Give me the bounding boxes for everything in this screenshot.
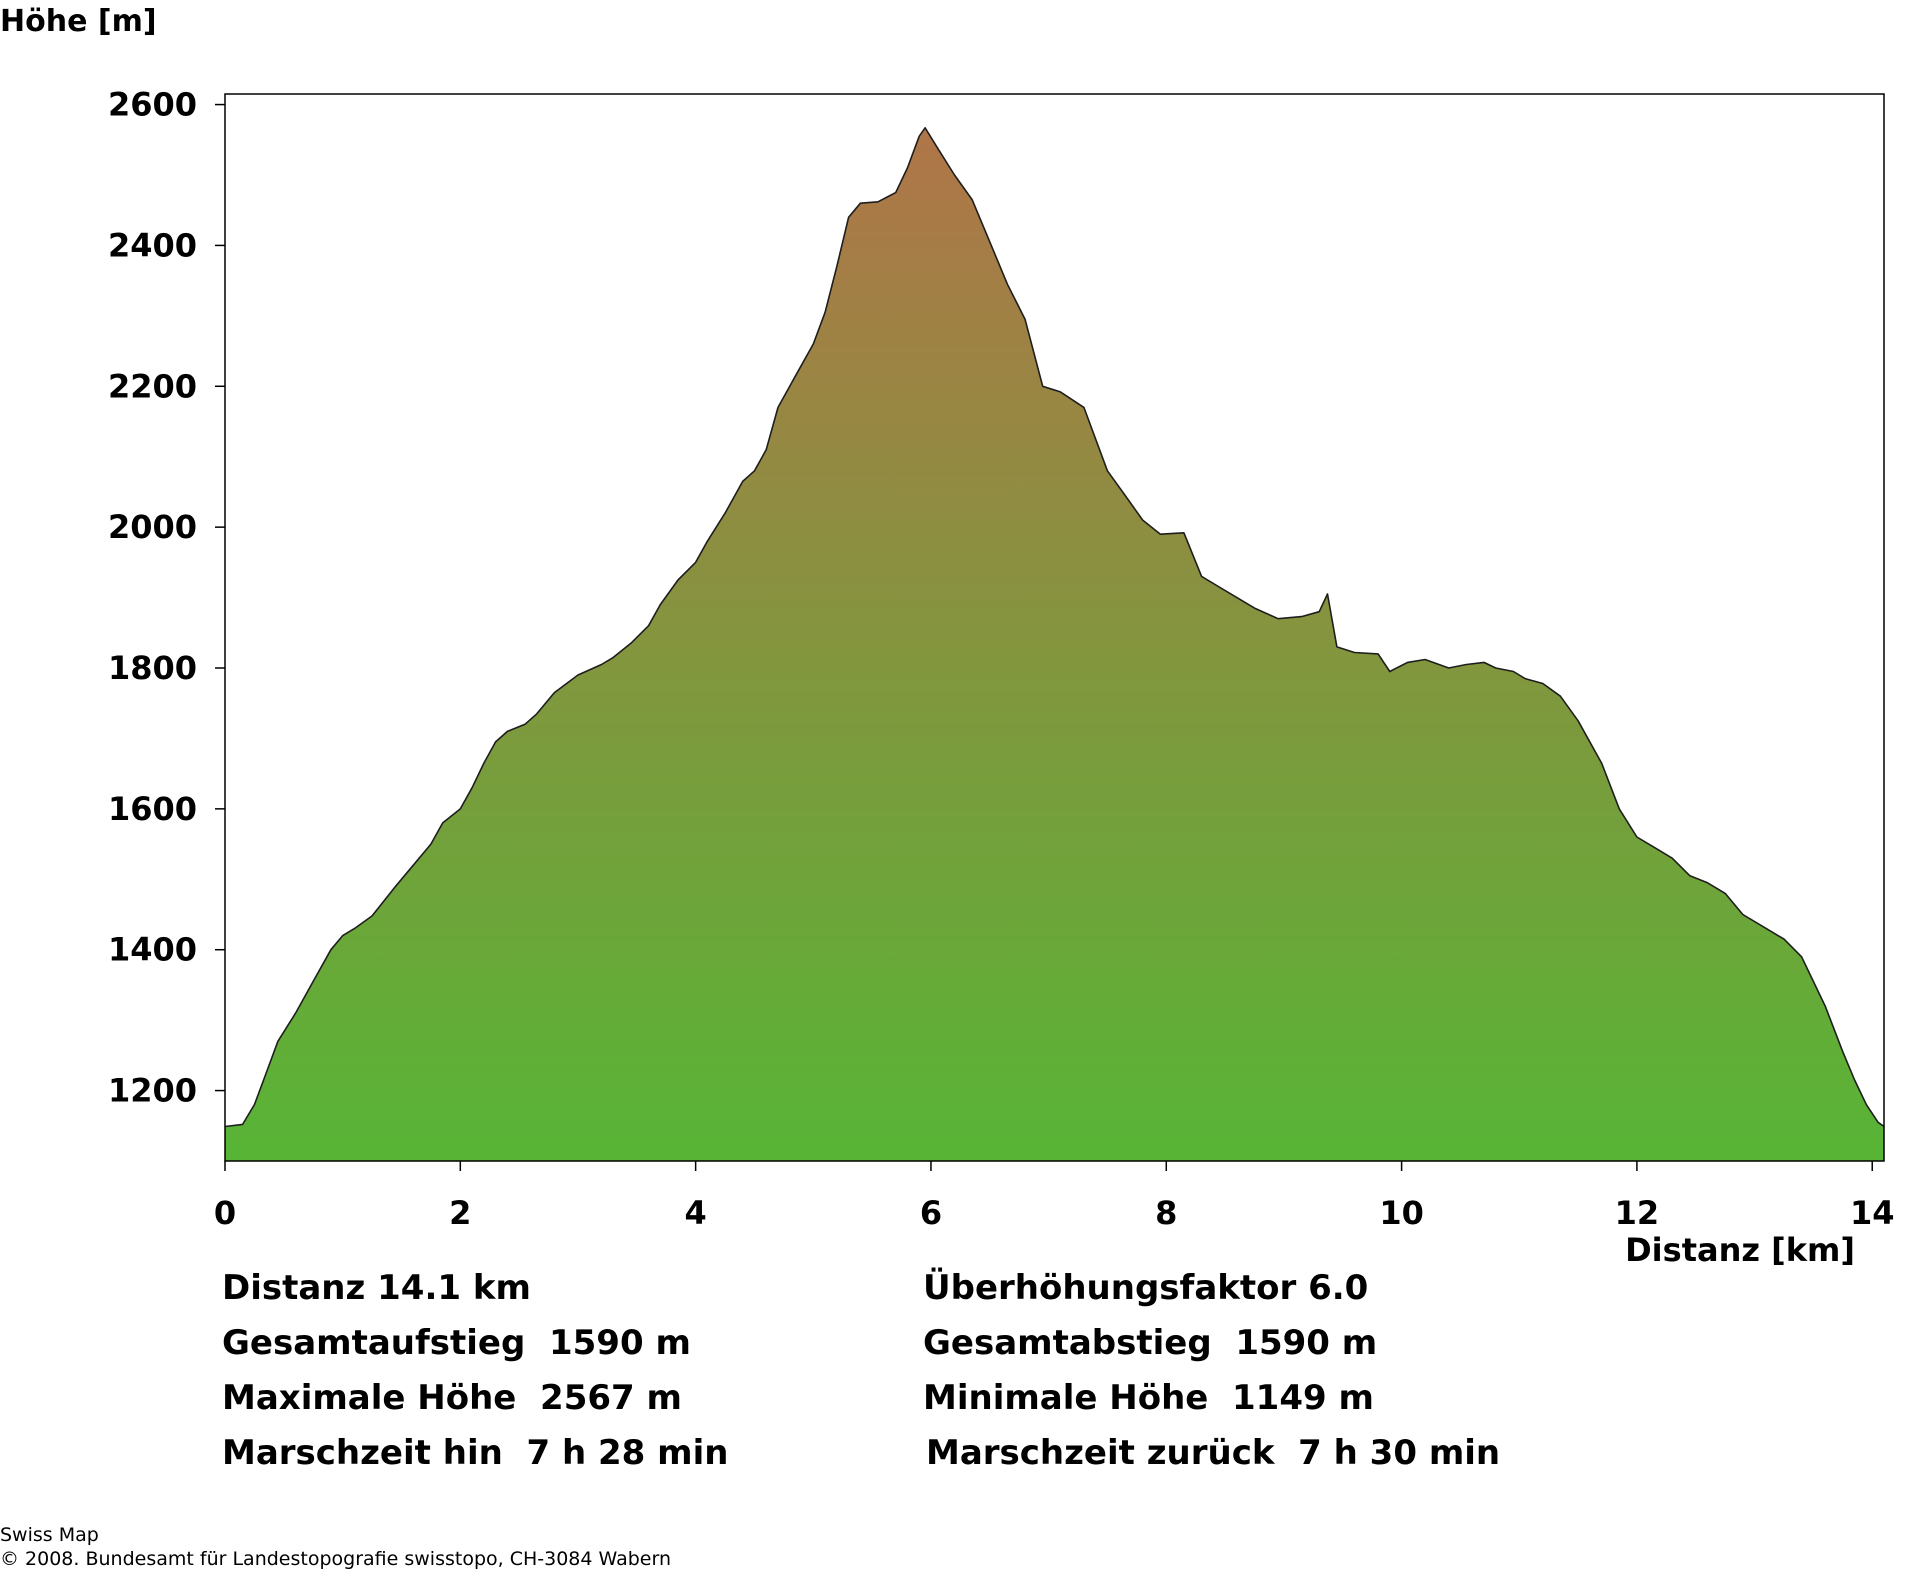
x-axis-label: Distanz [km] [1625,1231,1855,1269]
y-tick-label: 2600 [108,86,197,124]
x-tick-label: 2 [449,1194,471,1232]
y-tick-label: 2400 [108,226,197,264]
stat-distance: Distanz 14.1 km [222,1268,531,1308]
x-axis: 0 2 4 6 8 10 12 14 [214,1161,1895,1232]
stat-ascent: Gesamtaufstieg 1590 m [222,1323,691,1363]
y-tick-label: 2200 [108,367,197,405]
stat-exaggeration: Überhöhungsfaktor 6.0 [923,1268,1369,1308]
x-tick-label: 0 [214,1194,236,1232]
elevation-area [225,127,1884,1161]
stat-time-out: Marschzeit hin 7 h 28 min [222,1433,729,1473]
stat-descent: Gesamtabstieg 1590 m [923,1323,1378,1363]
y-tick-label: 1400 [108,931,197,969]
x-tick-label: 12 [1615,1194,1660,1232]
x-tick-label: 14 [1850,1194,1895,1232]
x-tick-label: 6 [920,1194,942,1232]
y-axis-label: Höhe [m] [0,4,157,39]
credit-copyright: © 2008. Bundesamt für Landestopografie s… [0,1548,671,1570]
plot-frame [224,93,1885,1162]
y-tick-label: 1600 [108,790,197,828]
y-tick-label: 1800 [108,649,197,687]
stat-max-height: Maximale Höhe 2567 m [222,1378,682,1418]
elevation-line [224,127,1885,1128]
y-tick-label: 2000 [108,508,197,546]
stat-min-height: Minimale Höhe 1149 m [923,1378,1374,1418]
x-tick-label: 10 [1379,1194,1424,1232]
stat-time-back: Marschzeit zurück 7 h 30 min [926,1433,1501,1473]
x-tick-label: 8 [1155,1194,1177,1232]
y-tick-label: 1200 [108,1072,197,1110]
credit-title: Swiss Map [0,1524,99,1546]
y-axis: 1200 1400 1600 1800 2000 2200 2400 2600 [108,86,225,1110]
x-tick-label: 4 [685,1194,707,1232]
